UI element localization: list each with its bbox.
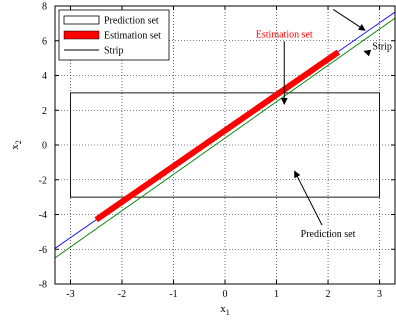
annotations: Estimation set Prediction set Strip	[256, 9, 392, 240]
x-axis-label-main: x	[220, 303, 226, 315]
y-tick-label: -2	[39, 175, 47, 186]
annotation-arrow	[294, 170, 323, 226]
estimation-set-segment	[94, 49, 341, 223]
y-axis-label-main: x	[9, 144, 21, 150]
ticks: -3 -2 -1 0 1 2 3 -8 -6 -4 -2 0 2 4 6 8	[39, 2, 395, 300]
legend-label: Strip	[104, 46, 123, 57]
annotation-label: Prediction set	[301, 229, 356, 240]
x-tick-label: 0	[223, 289, 228, 300]
legend: Prediction set Estimation set Strip	[58, 9, 170, 61]
annotation-label: Strip	[372, 41, 391, 52]
x-axis-label: x1	[220, 303, 230, 317]
x-tick-label: 1	[274, 289, 279, 300]
annotation-arrow	[363, 49, 372, 57]
y-tick-label: 4	[42, 71, 47, 82]
y-tick-label: 2	[42, 106, 47, 117]
y-tick-label: -6	[39, 245, 47, 256]
x-tick-label: -3	[66, 289, 74, 300]
y-tick-label: 8	[42, 2, 47, 13]
y-axis-label-sub: 2	[14, 140, 23, 144]
prediction-set-rectangle	[70, 92, 380, 198]
y-tick-label: -8	[39, 280, 47, 291]
x-axis-label-sub: 1	[226, 308, 230, 317]
y-tick-label: 0	[42, 141, 47, 152]
x-tick-label: 2	[326, 289, 331, 300]
legend-swatch-filled	[63, 30, 100, 40]
x-tick-label: -1	[169, 289, 177, 300]
legend-label: Prediction set	[104, 16, 159, 27]
strip-line	[54, 17, 396, 259]
legend-swatch-box	[63, 15, 100, 25]
y-axis-label: x2	[9, 140, 23, 150]
annotation-arrow	[332, 9, 366, 31]
y-tick-label: 6	[42, 36, 47, 47]
legend-label: Estimation set	[104, 31, 161, 42]
annotation-label: Estimation set	[256, 29, 313, 40]
y-tick-label: -4	[39, 210, 47, 221]
x-tick-label: -2	[118, 289, 126, 300]
x-tick-label: 3	[377, 289, 382, 300]
series-layer	[54, 11, 396, 259]
